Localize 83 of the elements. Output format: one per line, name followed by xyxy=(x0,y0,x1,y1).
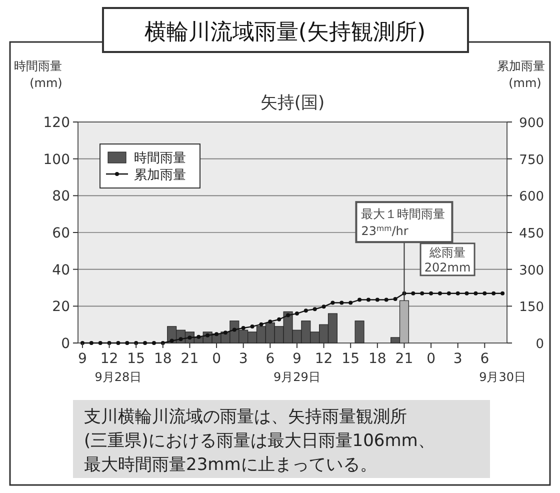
text: 支川横輪川流域の雨量は、矢持雨量観測所(三重県)における雨量は最大日雨量106mm、最大時間雨量23mmに止まっている。 xyxy=(84,407,435,475)
y2-tick-label: 150 xyxy=(519,300,544,316)
x-tick-label: 18 xyxy=(154,351,172,367)
x-tick-label: 12 xyxy=(314,351,333,367)
x-tick-label: 9 xyxy=(78,351,87,367)
point xyxy=(366,298,370,302)
point xyxy=(259,322,264,326)
x-tick-label: 18 xyxy=(368,351,386,367)
chart-title: 横輪川流域雨量(矢持観測所) xyxy=(144,20,426,45)
point xyxy=(393,297,398,302)
point xyxy=(196,334,201,339)
y-tick-label: 60 xyxy=(52,226,70,242)
point xyxy=(411,291,416,296)
point xyxy=(304,308,308,313)
y-tick-label: 20 xyxy=(52,299,70,316)
x-tick-label: 3 xyxy=(453,351,462,367)
point xyxy=(277,317,282,322)
y2-tick-label: 900 xyxy=(519,116,544,131)
y2-axis-title: 累加雨量 (mm) xyxy=(497,59,545,90)
point xyxy=(250,324,254,329)
text: 9月28日 xyxy=(94,370,142,384)
point xyxy=(500,291,505,296)
point xyxy=(286,313,290,318)
point xyxy=(89,341,94,345)
y-tick-label: 100 xyxy=(43,152,70,168)
legend-label: 累加雨量 xyxy=(134,168,186,183)
point xyxy=(358,298,362,302)
point xyxy=(438,291,442,296)
point xyxy=(125,341,130,345)
point xyxy=(223,330,228,335)
y2-tick-label: 750 xyxy=(519,152,544,168)
x-tick-label: 21 xyxy=(180,351,199,367)
point xyxy=(214,332,219,336)
chart-subtitle: 矢持(国) xyxy=(260,93,325,113)
y-tick-label: 120 xyxy=(43,115,70,131)
y-axis-title: 時間雨量 (mm) xyxy=(14,59,62,90)
point xyxy=(492,291,496,296)
x-tick-label: 12 xyxy=(100,351,118,367)
point xyxy=(482,291,487,296)
text: 9月30日 xyxy=(479,370,526,384)
x-tick-label: 9 xyxy=(292,351,302,367)
x-tick-label: 3 xyxy=(238,351,248,367)
annotation: 総雨量 202mm xyxy=(424,245,471,274)
point xyxy=(98,341,102,345)
point xyxy=(232,328,236,332)
y2-tick-label: 600 xyxy=(519,190,544,205)
y2-tick-label: 450 xyxy=(519,226,544,242)
point xyxy=(340,300,344,305)
point xyxy=(152,341,156,345)
point xyxy=(464,291,469,296)
legend-label: 時間雨量 xyxy=(134,151,186,166)
x-tick-label: 21 xyxy=(395,351,414,367)
point xyxy=(294,312,299,316)
point xyxy=(143,341,148,345)
x-tick-label: 6 xyxy=(266,351,275,367)
point xyxy=(420,291,424,296)
point xyxy=(375,298,380,302)
point xyxy=(116,341,120,345)
x-tick-label: 15 xyxy=(342,351,360,367)
y-tick-label: 40 xyxy=(52,262,70,278)
point xyxy=(241,326,246,330)
point xyxy=(384,298,388,302)
point xyxy=(429,291,434,296)
point xyxy=(178,337,183,342)
x-tick-label: 0 xyxy=(212,351,221,367)
point xyxy=(456,291,460,296)
point xyxy=(312,307,317,312)
y-tick-label: 0 xyxy=(61,336,70,352)
point xyxy=(322,304,326,309)
point xyxy=(268,320,272,324)
point xyxy=(170,338,174,343)
point xyxy=(474,291,478,296)
point xyxy=(446,291,451,296)
y-tick-label: 80 xyxy=(52,188,70,205)
point xyxy=(348,300,353,305)
x-tick-label: 6 xyxy=(480,351,490,367)
x-tick-label: 0 xyxy=(426,351,436,367)
x-tick-label: 15 xyxy=(127,351,146,367)
y2-tick-label: 300 xyxy=(519,263,544,278)
y2-tick-label: 0 xyxy=(536,337,544,352)
annotation: 最大１時間雨量 23$^{mm}$/hr xyxy=(361,207,446,238)
point xyxy=(330,300,335,305)
text: 9月29日 xyxy=(274,370,320,384)
